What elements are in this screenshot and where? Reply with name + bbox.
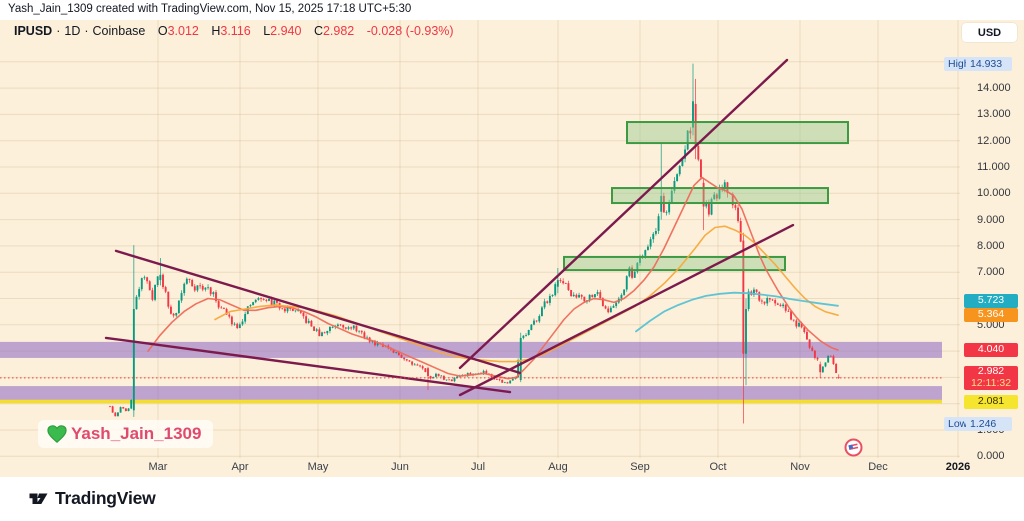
low-value: 2.940 (270, 24, 302, 38)
open-value: 3.012 (167, 24, 199, 38)
price-tick-label: 14.000 (977, 82, 1011, 95)
price-tick-label: 13.000 (977, 108, 1011, 121)
time-axis[interactable]: Mar Apr May Jun Jul Aug Sep Oct Nov Dec 2026 (0, 458, 1024, 477)
time-tick-label-Aug: Aug (548, 461, 568, 473)
footer-bar: TradingView (0, 477, 1024, 521)
high-label: H (211, 24, 221, 38)
price-tick-label: 9.000 (977, 213, 1005, 226)
time-tick-label-2026: 2026 (945, 461, 971, 473)
close-label: C (313, 24, 323, 38)
symbol-name[interactable]: IPUSD (14, 24, 53, 38)
low-marker-label: Low (944, 416, 972, 431)
time-tick-label-Sep: Sep (630, 461, 650, 473)
time-tick-label-May: May (307, 461, 329, 473)
price-tick-label: 0.000 (977, 450, 1005, 463)
tradingview-logo[interactable]: TradingView (28, 488, 156, 509)
price-axis-badge-4.040: 4.040 (964, 343, 1018, 358)
price-tick-label: 11.000 (977, 161, 1010, 173)
time-tick-label-Mar: Mar (148, 461, 168, 473)
green-heart-icon (47, 425, 67, 443)
tradingview-brand-text: TradingView (55, 488, 156, 508)
time-tick-label-Dec: Dec (868, 461, 888, 473)
symbol-legend[interactable]: IPUSD · 1D · Coinbase O3.012 H3.116 L2.940 C… (14, 24, 454, 38)
open-label: O (157, 24, 168, 38)
price-tick-label: 8.000 (977, 239, 1005, 252)
time-tick-label-Jul: Jul (470, 461, 486, 473)
currency-toggle-button[interactable]: USD (962, 23, 1017, 42)
time-tick-label-Jun: Jun (391, 461, 409, 473)
low-label: L (263, 24, 271, 38)
exchange-label[interactable]: Coinbase (92, 24, 146, 38)
low-marker-value: 1.246 (966, 416, 1012, 431)
high-value: 3.116 (220, 24, 251, 38)
price-axis-badge-2.081: 2.081 (964, 394, 1018, 409)
tradingview-logo-icon (28, 488, 49, 509)
price-tick-label: 7.000 (977, 266, 1005, 279)
price-axis-badge-2.982: 2.982 12:11:32 (964, 366, 1018, 390)
high-marker-value: 14.933 (966, 56, 1012, 71)
interval-label[interactable]: 1D (64, 24, 81, 38)
us-flag-economic-event-icon[interactable] (844, 438, 863, 462)
attribution-bar: Yash_Jain_1309 created with TradingView.… (0, 0, 1024, 20)
time-tick-label-Nov: Nov (790, 461, 810, 473)
price-axis-badge-5.364: 5.364 (964, 308, 1018, 323)
price-tick-label: 10.000 (977, 187, 1011, 200)
time-tick-label-Apr: Apr (231, 461, 249, 473)
change-value: -0.028 (-0.93%) (366, 24, 454, 38)
time-tick-label-Oct: Oct (709, 461, 727, 473)
attribution-text: Yash_Jain_1309 created with TradingView.… (8, 3, 412, 15)
watermark-username: Yash_Jain_1309 (71, 424, 202, 443)
close-value: 2.982 (322, 24, 355, 38)
price-axis-badge-5.723: 5.723 (964, 294, 1018, 309)
price-tick-label: 12.000 (977, 134, 1011, 147)
author-watermark: Yash_Jain_1309 (38, 420, 214, 448)
